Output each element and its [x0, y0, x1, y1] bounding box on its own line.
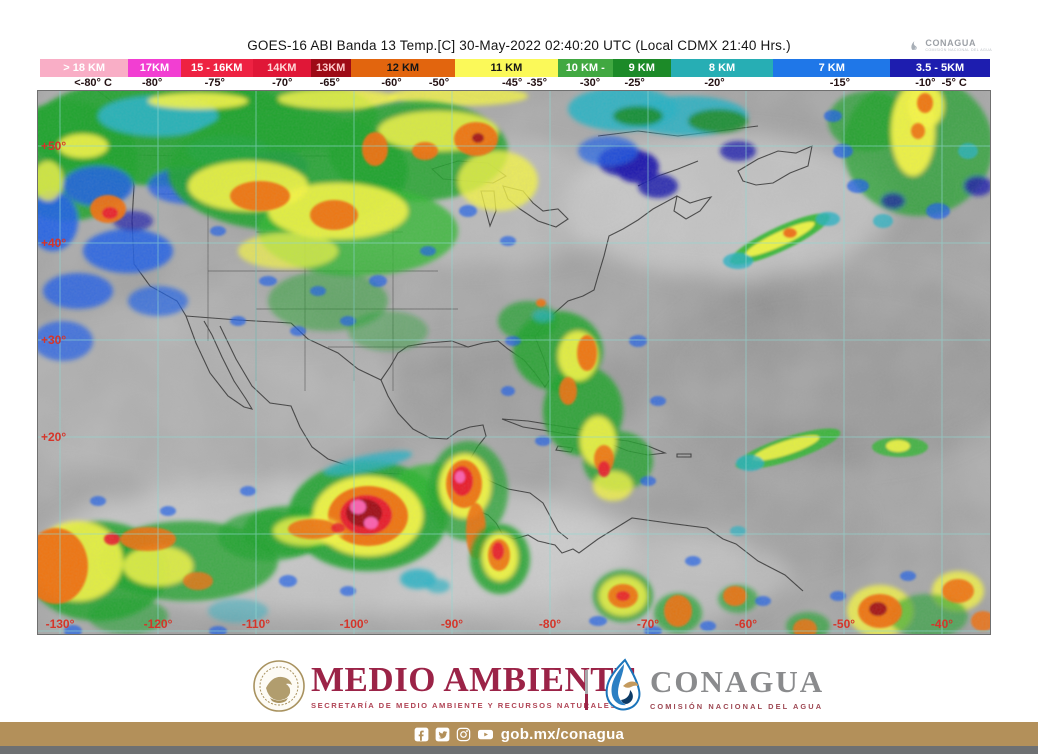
temperature-label: -15° — [829, 77, 851, 89]
longitude-label: -50° — [833, 617, 855, 631]
temperature-label: -65° — [319, 77, 340, 89]
logo-divider — [585, 670, 588, 710]
social-icons — [414, 727, 494, 742]
page-title: GOES-16 ABI Banda 13 Temp.[C] 30-May-202… — [247, 38, 791, 53]
latitude-label: +20° — [41, 430, 66, 444]
grid-labels: +50° +40° +30° +20° -130° -120° -110° -100° -90°… — [41, 139, 953, 631]
social-bar: gob.mx/conagua — [0, 722, 1038, 746]
longitude-label: -80° — [539, 617, 561, 631]
conagua-logo: CONAGUA COMISIÓN NACIONAL DEL AGUA — [650, 666, 824, 711]
semarnat-title: MEDIO AMBIENTE — [311, 660, 638, 699]
latitude-label: +50° — [41, 139, 66, 153]
color-scale-bar: > 18 KM 17KM 15 - 16KM 14KM 13KM 12 KM 11 KM 10… — [40, 59, 990, 90]
longitude-label: -70° — [637, 617, 659, 631]
grid-lines — [38, 91, 990, 634]
altitude-scale-segment: 9 KM — [612, 59, 671, 77]
temperature-scale-row: <-80° C -80° -75° -70° -65° -60° -50° -45° -35° -… — [40, 77, 990, 90]
temperature-label: -50° — [428, 77, 450, 89]
altitude-scale-segment: 10 KM - — [557, 59, 613, 77]
altitude-scale-segment: 11 KM — [455, 59, 558, 77]
temperature-label: -30° — [579, 77, 601, 89]
altitude-scale-segment: 17KM — [128, 59, 181, 77]
longitude-label: -40° — [931, 617, 953, 631]
satellite-image: +50° +40° +30° +20° -130° -120° -110° -100° -90°… — [38, 91, 990, 634]
latitude-label: +30° — [41, 333, 66, 347]
semarnat-seal-icon — [253, 660, 305, 712]
temperature-label: -20° — [704, 77, 725, 89]
altitude-scale-segment: 3.5 - 5KM — [890, 59, 990, 77]
altitude-scale-segment: 13KM — [310, 59, 351, 77]
gob-mx-url[interactable]: gob.mx/conagua — [500, 725, 625, 743]
temperature-label: -60° — [381, 77, 402, 89]
longitude-label: -90° — [441, 617, 463, 631]
altitude-scale-segment: > 18 KM — [40, 59, 129, 77]
longitude-label: -110° — [242, 617, 270, 631]
twitter-icon[interactable] — [435, 727, 450, 742]
altitude-scale-segment: 15 - 16KM — [180, 59, 253, 77]
longitude-label: -100° — [340, 617, 369, 631]
longitude-label: -120° — [144, 617, 173, 631]
temperature-label: -10° — [915, 77, 936, 89]
youtube-icon[interactable] — [477, 727, 494, 742]
bottom-gray-strip — [0, 746, 1038, 754]
conagua-title: CONAGUA — [650, 664, 825, 699]
conagua-drop-icon — [605, 658, 641, 711]
temperature-label: -80° — [141, 77, 163, 89]
corner-logo-name: CONAGUA — [925, 38, 977, 48]
longitude-label: -130° — [46, 617, 75, 631]
temperature-label: -5° C — [941, 77, 967, 89]
instagram-icon[interactable] — [456, 727, 471, 742]
altitude-scale-segment: 12 KM — [350, 59, 456, 77]
semarnat-logo: MEDIO AMBIENTE SECRETARÍA DE MEDIO AMBIE… — [311, 662, 638, 710]
altitude-scale-segment: 8 KM — [670, 59, 774, 77]
altitude-scale-segment: 14KM — [252, 59, 311, 77]
temperature-label: <-80° C — [74, 77, 112, 89]
corner-logo-subtitle: COMISIÓN NACIONAL DEL AGUA — [925, 48, 992, 52]
temperature-label: -70° — [272, 77, 293, 89]
corner-conagua-logo: CONAGUA COMISIÓN NACIONAL DEL AGUA — [909, 39, 992, 53]
altitude-scale-segment: 7 KM — [773, 59, 891, 77]
conagua-subtitle: COMISIÓN NACIONAL DEL AGUA — [650, 702, 824, 711]
altitude-scale-row: > 18 KM 17KM 15 - 16KM 14KM 13KM 12 KM 11 KM 10… — [40, 59, 990, 77]
temperature-label: -75° — [204, 77, 225, 89]
semarnat-subtitle: SECRETARÍA DE MEDIO AMBIENTE Y RECURSOS … — [311, 701, 618, 710]
satellite-map: +50° +40° +30° +20° -130° -120° -110° -100° -90°… — [37, 90, 991, 635]
temperature-label: -25° — [624, 77, 645, 89]
latitude-label: +40° — [41, 236, 66, 250]
conagua-wave-icon — [911, 41, 918, 50]
temperature-label: -35° — [526, 77, 547, 89]
facebook-icon[interactable] — [414, 727, 429, 742]
grain-overlay — [38, 91, 990, 634]
footer-logos: MEDIO AMBIENTE SECRETARÍA DE MEDIO AMBIE… — [0, 648, 1038, 720]
longitude-label: -60° — [735, 617, 757, 631]
temperature-label: -45° — [501, 77, 523, 89]
